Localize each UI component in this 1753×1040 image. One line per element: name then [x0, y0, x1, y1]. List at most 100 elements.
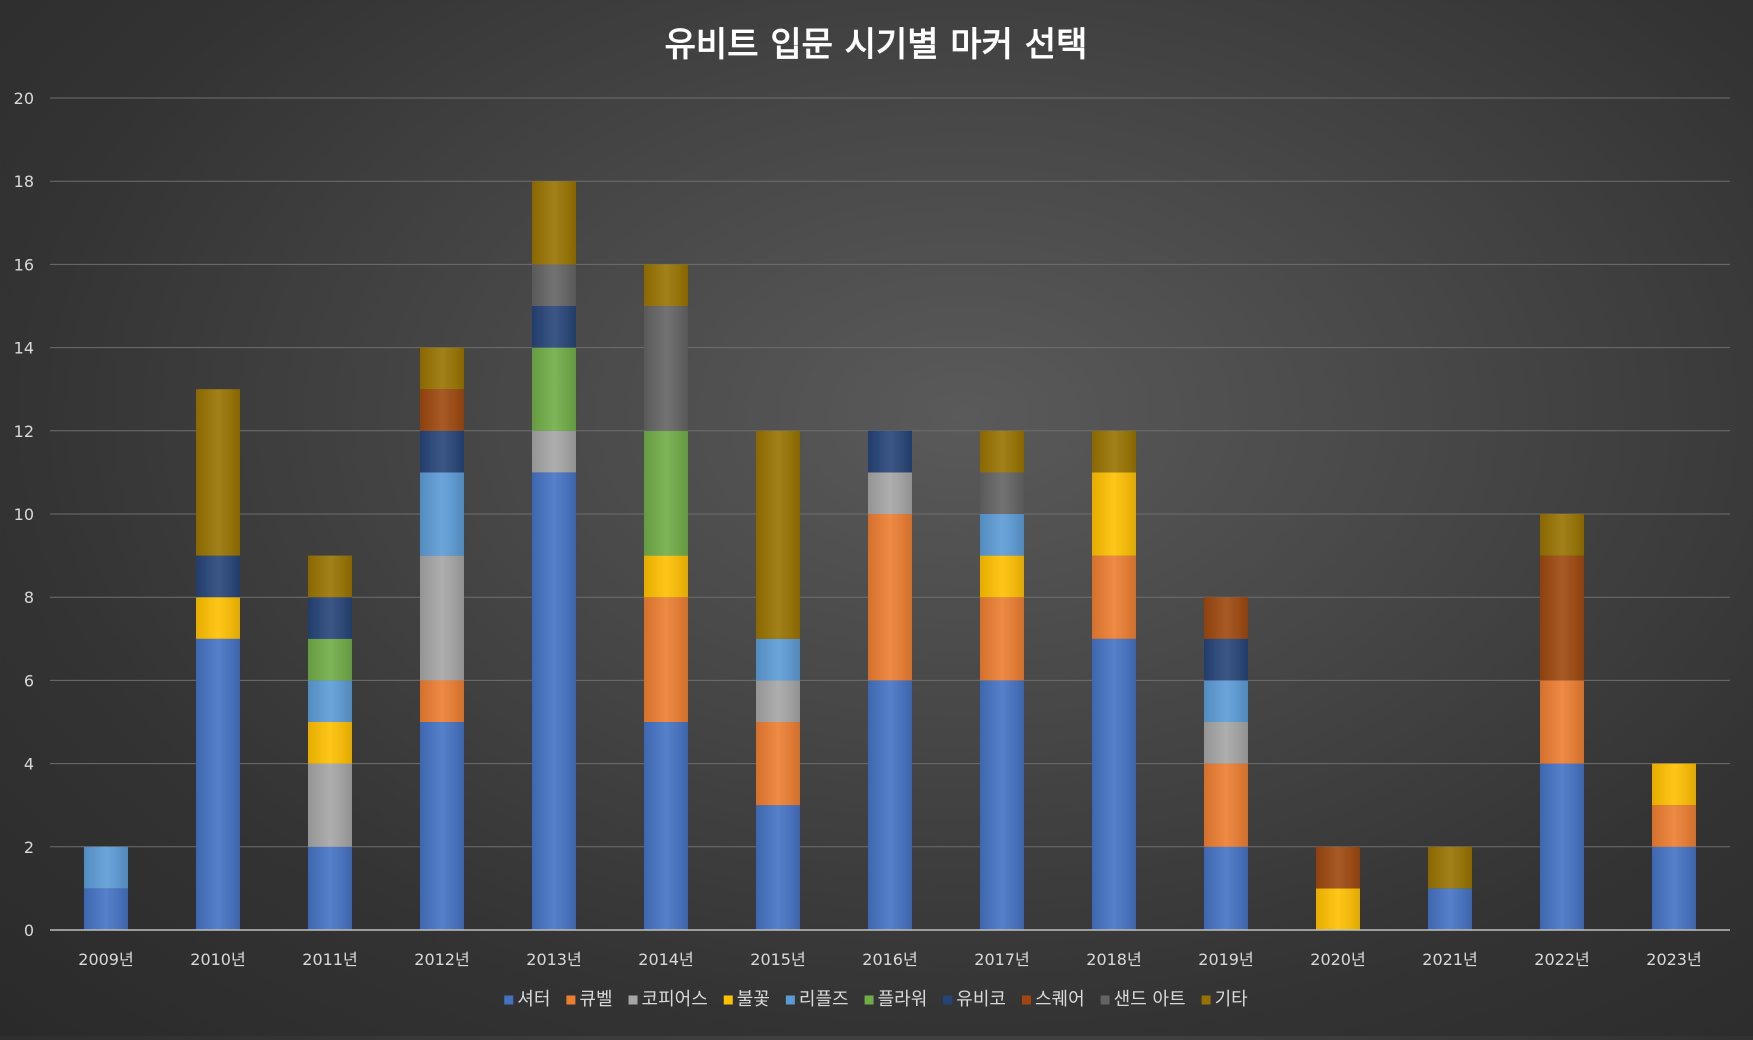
- bar-segment-shade: [420, 722, 464, 930]
- bar-segment-shade: [1204, 763, 1248, 847]
- bar-segment-shade: [644, 597, 688, 722]
- legend-label: 스퀘어: [1035, 989, 1085, 1010]
- legend-label: 불꽃: [737, 989, 770, 1010]
- bar-segment-shade: [1316, 846, 1360, 889]
- bar-segment-shade: [1092, 472, 1136, 556]
- bar-segment-shade: [756, 430, 800, 639]
- bar-segment-shade: [1092, 555, 1136, 639]
- bar-segment-shade: [1204, 846, 1248, 930]
- bar-segment-shade: [532, 181, 576, 265]
- bar-segment-shade: [308, 597, 352, 639]
- bar-segment-shade: [420, 472, 464, 556]
- y-tick-label: 14: [14, 339, 34, 358]
- bar-segment-shade: [868, 680, 912, 930]
- bar-segment-shade: [644, 430, 688, 556]
- legend-swatch: [566, 995, 576, 1005]
- bar-segment-shade: [308, 680, 352, 722]
- bar-segment-shade: [420, 430, 464, 473]
- bar-segment-shade: [1204, 638, 1248, 681]
- bars: [84, 181, 1696, 930]
- bar-segment-shade: [1428, 888, 1472, 930]
- chart-title: 유비트 입문 시기별 마커 선택: [665, 25, 1088, 65]
- bar-segment-shade: [980, 680, 1024, 930]
- bar-segment-shade: [644, 722, 688, 930]
- bar-segment-shade: [84, 846, 128, 889]
- x-tick-label: 2015년: [750, 950, 805, 969]
- bar-segment-shade: [980, 597, 1024, 681]
- x-tick-label: 2009년: [78, 950, 133, 969]
- legend-swatch: [504, 995, 514, 1005]
- y-tick-label: 8: [24, 588, 34, 607]
- bar-segment-shade: [1092, 638, 1136, 930]
- bar-segment-shade: [1652, 763, 1696, 806]
- y-tick-label: 4: [24, 755, 34, 774]
- bar-segment-shade: [308, 555, 352, 598]
- bar-segment-shade: [308, 722, 352, 764]
- x-tick-label: 2023년: [1646, 950, 1701, 969]
- bar-segment-shade: [1652, 846, 1696, 930]
- x-tick-label: 2018년: [1086, 950, 1141, 969]
- bar-segment-shade: [196, 389, 240, 556]
- bar-segment-shade: [196, 597, 240, 639]
- bar-segment-shade: [756, 722, 800, 806]
- bar-segment-shade: [196, 555, 240, 598]
- bar-segment-shade: [980, 514, 1024, 556]
- x-tick-label: 2013년: [526, 950, 581, 969]
- x-tick-label: 2019년: [1198, 950, 1253, 969]
- legend-swatch: [864, 995, 874, 1005]
- x-tick-label: 2022년: [1534, 950, 1589, 969]
- legend-label: 기타: [1215, 989, 1249, 1010]
- legend-swatch: [943, 995, 953, 1005]
- y-tick-label: 6: [24, 671, 34, 690]
- legend-swatch: [1021, 995, 1031, 1005]
- bar-segment-shade: [756, 638, 800, 681]
- bar-segment-shade: [532, 347, 576, 431]
- bar-segment-shade: [980, 472, 1024, 514]
- bar-segment-shade: [420, 347, 464, 390]
- bar-segment-shade: [308, 638, 352, 681]
- legend-label: 샌드 아트: [1114, 989, 1186, 1010]
- bar-segment-shade: [980, 430, 1024, 473]
- bar-segment-shade: [980, 555, 1024, 598]
- y-axis-ticks: 0 2 4 6 8 10 12 14 16 18 20: [14, 89, 34, 940]
- legend-label: 플라워: [878, 989, 928, 1010]
- legend-label: 리플즈: [799, 989, 849, 1010]
- bar-segment-shade: [84, 888, 128, 930]
- x-tick-label: 2017년: [974, 950, 1029, 969]
- bar-segment-shade: [1540, 514, 1584, 556]
- x-tick-label: 2011년: [302, 950, 357, 969]
- x-tick-label: 2020년: [1310, 950, 1365, 969]
- y-tick-label: 12: [14, 422, 34, 441]
- bar-segment-shade: [1540, 763, 1584, 930]
- y-tick-label: 16: [14, 255, 34, 274]
- legend-swatch: [1100, 995, 1110, 1005]
- y-tick-label: 18: [14, 172, 34, 191]
- bar-segment-shade: [868, 430, 912, 473]
- legend-swatch: [723, 995, 733, 1005]
- bar-segment-shade: [868, 514, 912, 681]
- x-tick-label: 2014년: [638, 950, 693, 969]
- bar-segment-shade: [1092, 430, 1136, 473]
- legend-label: 유비코: [956, 989, 1006, 1010]
- y-tick-label: 20: [14, 89, 34, 108]
- bar-segment-shade: [644, 264, 688, 306]
- x-axis-ticks: 2009년 2010년 2011년 2012년 2013년 2014년 2015년 2016년…: [78, 950, 1701, 969]
- bar-segment-shade: [532, 264, 576, 306]
- bar-segment-shade: [420, 389, 464, 431]
- bar-segment-shade: [1540, 555, 1584, 681]
- x-tick-label: 2021년: [1422, 950, 1477, 969]
- legend-swatch: [1201, 995, 1211, 1005]
- bar-segment-shade: [644, 306, 688, 431]
- bar-segment-shade: [1652, 805, 1696, 847]
- y-tick-label: 10: [14, 505, 34, 524]
- bar-segment-shade: [756, 680, 800, 722]
- x-tick-label: 2012년: [414, 950, 469, 969]
- bar-segment-shade: [1204, 722, 1248, 764]
- bar-segment-shade: [868, 472, 912, 514]
- y-tick-label: 2: [24, 838, 34, 857]
- x-tick-label: 2010년: [190, 950, 245, 969]
- bar-segment-shade: [308, 763, 352, 847]
- y-tick-label: 0: [24, 921, 34, 940]
